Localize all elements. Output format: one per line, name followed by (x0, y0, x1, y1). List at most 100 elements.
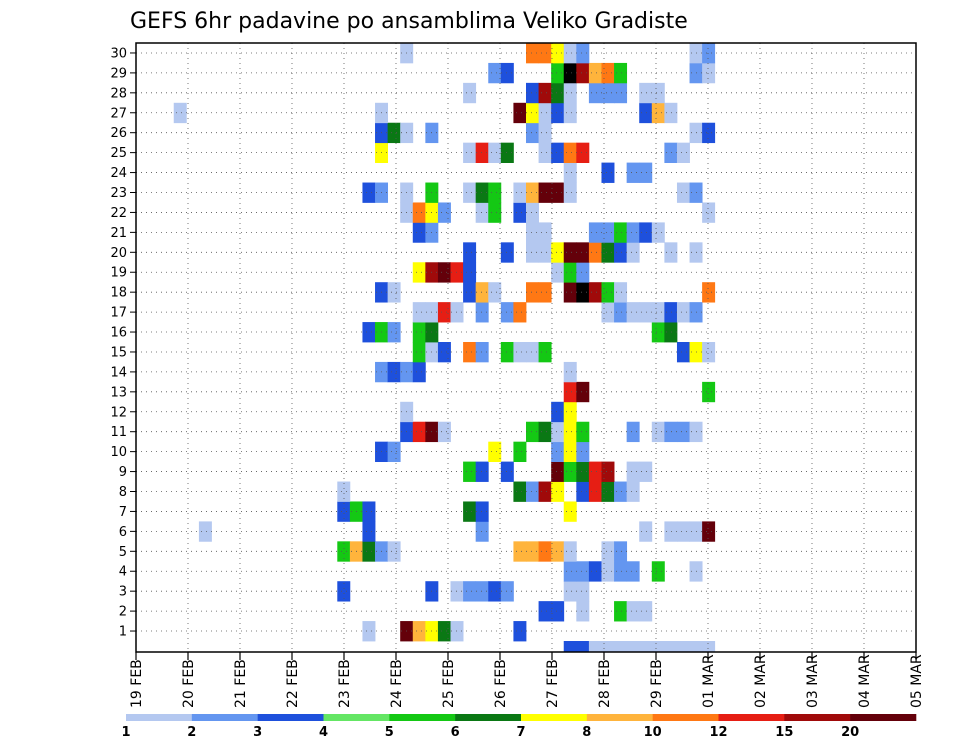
heatmap-cell (475, 282, 489, 303)
heatmap-cell (488, 142, 502, 163)
heatmap-cell (639, 521, 653, 542)
heatmap-cell (463, 82, 477, 104)
x-tick-label: 05 MAR (909, 654, 925, 708)
heatmap-cell (526, 222, 539, 243)
heatmap-cell (526, 342, 539, 363)
y-axis-ticks: 1234567891011121314151617181920212223242… (110, 46, 136, 640)
heatmap-cell (500, 142, 514, 163)
heatmap-cell (563, 361, 577, 383)
heatmap-cell (588, 481, 602, 502)
heatmap-cell (563, 421, 577, 443)
heatmap-cell (488, 441, 502, 462)
colorbar-label: 2 (187, 725, 196, 740)
heatmap-cell (702, 202, 716, 223)
heatmap-cell (538, 421, 552, 443)
heatmap-cell (576, 142, 590, 163)
colorbar-label: 3 (253, 725, 262, 740)
heatmap-cell (614, 302, 628, 323)
heatmap-cell (601, 302, 615, 323)
y-tick-label: 23 (110, 186, 127, 201)
x-tick-label: 24 FEB (389, 659, 405, 708)
heatmap-cell (463, 461, 477, 482)
heatmap-cell (563, 501, 577, 522)
heatmap-cell (513, 202, 527, 223)
heatmap-cell (538, 182, 552, 203)
heatmap-cell (538, 541, 552, 562)
heatmap-cell (601, 461, 615, 482)
colorbar-swatch (455, 714, 522, 721)
heatmap-cell (702, 282, 716, 303)
heatmap-cell (639, 102, 653, 124)
heatmap-cell (601, 62, 615, 84)
colorbar-label: 10 (644, 725, 662, 740)
colorbar-swatch (718, 714, 785, 721)
heatmap-cell (588, 82, 602, 104)
heatmap-cell (513, 302, 527, 323)
heatmap-cell (676, 641, 690, 652)
heatmap-cell (614, 601, 628, 622)
heatmap-cell (551, 461, 565, 482)
heatmap-cell (526, 242, 539, 263)
heatmap-cell (588, 222, 602, 243)
heatmap-cell (526, 481, 539, 502)
heatmap-cell (576, 242, 590, 263)
heatmap-cell (526, 182, 539, 203)
heatmap-cell (387, 322, 401, 343)
heatmap-cell (538, 222, 552, 243)
heatmap-cell (651, 322, 665, 343)
heatmap-cell (362, 521, 376, 542)
heatmap-cell (412, 421, 426, 443)
colorbar-label: 12 (709, 725, 727, 740)
heatmap-cell (387, 441, 401, 462)
heatmap-cell (576, 561, 590, 582)
heatmap-cell (651, 222, 665, 243)
heatmap-cell (601, 242, 615, 263)
x-tick-label: 04 MAR (857, 654, 873, 708)
x-tick-label: 01 MAR (701, 654, 717, 708)
heatmap-cell (500, 342, 514, 363)
y-tick-label: 17 (110, 306, 127, 321)
heatmap-cell (463, 182, 477, 203)
heatmap-cell (563, 262, 577, 283)
heatmap-cell (702, 641, 716, 652)
heatmap-cell (676, 521, 690, 542)
heatmap-cell (513, 182, 527, 203)
heatmap-cell (526, 43, 539, 64)
heatmap-cell (626, 461, 640, 482)
heatmap-cell (437, 302, 451, 323)
heatmap-cell (538, 481, 552, 502)
heatmap-cell (664, 641, 678, 652)
heatmap-cell (626, 481, 640, 502)
y-tick-label: 10 (110, 445, 127, 460)
heatmap-cell (626, 222, 640, 243)
x-axis-ticks: 19 FEB 20 FEB 21 FEB 22 FEB 23 FEB 24 FEB 25 F… (129, 652, 925, 708)
colorbar-label: 7 (516, 725, 525, 740)
x-tick-label: 27 FEB (545, 659, 561, 708)
heatmap-cell (488, 202, 502, 223)
heatmap-cell (513, 342, 527, 363)
y-tick-label: 5 (119, 545, 127, 560)
y-tick-label: 20 (110, 246, 127, 261)
heatmap-cell (626, 561, 640, 582)
heatmap-cell (639, 601, 653, 622)
heatmap-cell (475, 521, 489, 542)
heatmap-cell (614, 541, 628, 562)
y-tick-label: 30 (110, 46, 127, 61)
heatmap-cell (450, 581, 464, 602)
grid-lines (135, 43, 917, 652)
heatmap-cell (651, 302, 665, 323)
heatmap-cell (337, 581, 351, 602)
heatmap-cell (412, 342, 426, 363)
heatmap-cell (526, 102, 539, 124)
colorbar-label: 20 (841, 725, 859, 740)
heatmap-cell (173, 102, 187, 124)
colorbar-label: 15 (775, 725, 793, 740)
heatmap-cell (551, 601, 565, 622)
heatmap-cell (651, 561, 665, 582)
heatmap-cell (463, 342, 477, 363)
y-tick-label: 3 (119, 585, 127, 600)
heatmap-cell (526, 541, 539, 562)
colorbar-swatch (850, 714, 917, 721)
heatmap-cell (563, 581, 577, 602)
